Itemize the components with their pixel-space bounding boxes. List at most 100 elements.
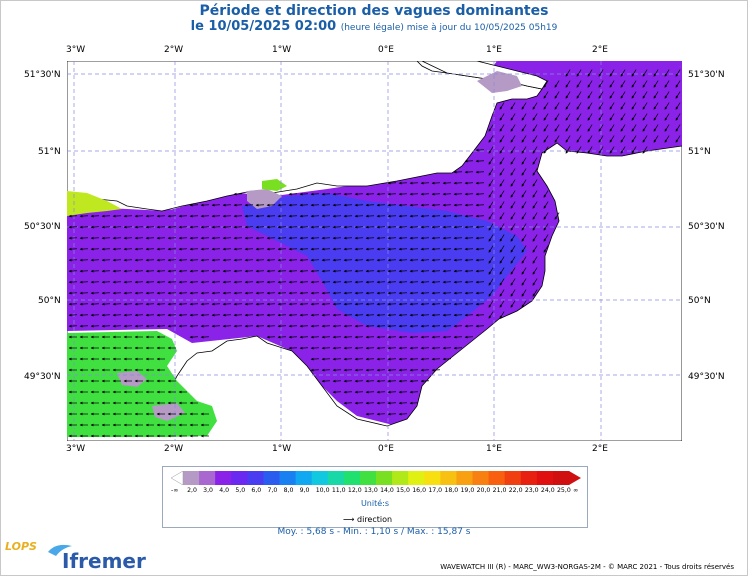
direction-arrow bbox=[521, 201, 527, 209]
direction-arrow bbox=[653, 80, 659, 88]
direction-arrow bbox=[488, 135, 494, 143]
direction-arrow bbox=[510, 234, 516, 242]
direction-arrow bbox=[387, 302, 397, 306]
direction-arrow bbox=[499, 256, 505, 264]
colorbar-tick-label: 22,0 bbox=[508, 487, 523, 494]
direction-arrow bbox=[499, 311, 505, 319]
direction-arrow bbox=[376, 324, 386, 328]
direction-arrow bbox=[266, 225, 276, 229]
colorbar-tick-label: 19,0 bbox=[460, 487, 475, 494]
colorbar-tick-label: 24,0 bbox=[540, 487, 555, 494]
direction-arrow bbox=[398, 269, 408, 273]
direction-arrow bbox=[145, 214, 155, 218]
direction-arrow bbox=[167, 269, 177, 273]
direction-arrow bbox=[642, 102, 648, 110]
direction-arrow bbox=[442, 181, 452, 185]
direction-arrow bbox=[68, 302, 78, 306]
direction-arrow bbox=[376, 203, 386, 207]
direction-arrow bbox=[343, 335, 353, 339]
lat-label-left: 51°N bbox=[38, 147, 61, 157]
direction-arrow bbox=[343, 313, 353, 317]
direction-arrow bbox=[453, 181, 463, 185]
direction-arrow bbox=[288, 324, 298, 328]
direction-arrow bbox=[299, 192, 309, 196]
direction-arrow bbox=[631, 146, 637, 154]
direction-arrow bbox=[398, 379, 408, 383]
colorbar-tick-label: 23,0 bbox=[524, 487, 539, 494]
direction-arrow bbox=[442, 280, 452, 284]
direction-arrow bbox=[277, 302, 287, 306]
direction-arrow bbox=[343, 203, 353, 207]
direction-arrow bbox=[664, 91, 670, 99]
direction-arrow bbox=[211, 313, 221, 317]
direction-arrow bbox=[255, 269, 265, 273]
lops-logo: LOPS bbox=[5, 540, 37, 553]
direction-arrow bbox=[354, 236, 364, 240]
direction-arrow bbox=[112, 225, 122, 229]
direction-arrow bbox=[376, 412, 386, 416]
direction-arrow bbox=[499, 234, 505, 242]
direction-arrow bbox=[211, 324, 221, 328]
direction-arrow bbox=[244, 324, 254, 328]
colorbar-tick-label: 7,0 bbox=[267, 487, 278, 494]
direction-arrow bbox=[387, 368, 397, 372]
direction-arrow bbox=[598, 102, 604, 110]
direction-arrow bbox=[464, 192, 474, 196]
direction-arrow bbox=[442, 192, 452, 196]
direction-arrow bbox=[288, 302, 298, 306]
dover-zone bbox=[477, 71, 522, 93]
direction-arrow bbox=[532, 179, 538, 187]
direction-arrow bbox=[299, 269, 309, 273]
direction-arrow bbox=[510, 102, 516, 110]
direction-arrow bbox=[409, 247, 419, 251]
direction-arrow bbox=[255, 214, 265, 218]
lat-label-right: 50°N bbox=[688, 296, 711, 306]
direction-arrow bbox=[134, 280, 144, 284]
direction-arrow bbox=[321, 368, 331, 372]
direction-arrow bbox=[255, 280, 265, 284]
direction-arrow bbox=[354, 324, 364, 328]
direction-arrow bbox=[90, 258, 100, 262]
direction-arrow bbox=[277, 236, 287, 240]
direction-arrow bbox=[653, 135, 659, 143]
direction-arrow bbox=[376, 357, 386, 361]
direction-arrow bbox=[277, 313, 287, 317]
direction-arrow bbox=[442, 313, 452, 317]
direction-arrow bbox=[420, 192, 430, 196]
direction-arrow bbox=[134, 258, 144, 262]
direction-arrow bbox=[134, 269, 144, 273]
direction-arrow bbox=[499, 113, 505, 121]
direction-arrow bbox=[354, 280, 364, 284]
lat-label-left: 50°N bbox=[38, 296, 61, 306]
direction-arrow bbox=[288, 225, 298, 229]
direction-arrow bbox=[453, 269, 463, 273]
direction-arrow bbox=[675, 113, 681, 121]
direction-arrow bbox=[510, 212, 516, 220]
direction-arrow bbox=[68, 214, 78, 218]
direction-arrow bbox=[178, 291, 188, 295]
direction-arrow bbox=[167, 258, 177, 262]
direction-arrow bbox=[510, 135, 516, 143]
direction-arrow bbox=[200, 313, 210, 317]
direction-arrow bbox=[620, 135, 626, 143]
colorbar-tick-label: 14,0 bbox=[380, 487, 394, 494]
direction-arrow bbox=[365, 401, 375, 405]
direction-arrow bbox=[200, 236, 210, 240]
direction-arrow bbox=[343, 258, 353, 262]
direction-arrow bbox=[101, 247, 111, 251]
direction-arrow bbox=[255, 324, 265, 328]
direction-arrow bbox=[354, 225, 364, 229]
wave-period-map bbox=[67, 61, 682, 441]
direction-arrow bbox=[565, 113, 571, 121]
direction-arrow bbox=[543, 91, 549, 99]
direction-arrow bbox=[112, 269, 122, 273]
direction-arrow bbox=[288, 203, 298, 207]
direction-arrow bbox=[631, 91, 637, 99]
direction-arrow bbox=[189, 236, 199, 240]
direction-arrow bbox=[409, 335, 419, 339]
direction-arrow bbox=[189, 302, 199, 306]
direction-arrow bbox=[343, 269, 353, 273]
direction-arrow bbox=[398, 203, 408, 207]
direction-arrow bbox=[398, 335, 408, 339]
direction-arrow bbox=[123, 280, 133, 284]
